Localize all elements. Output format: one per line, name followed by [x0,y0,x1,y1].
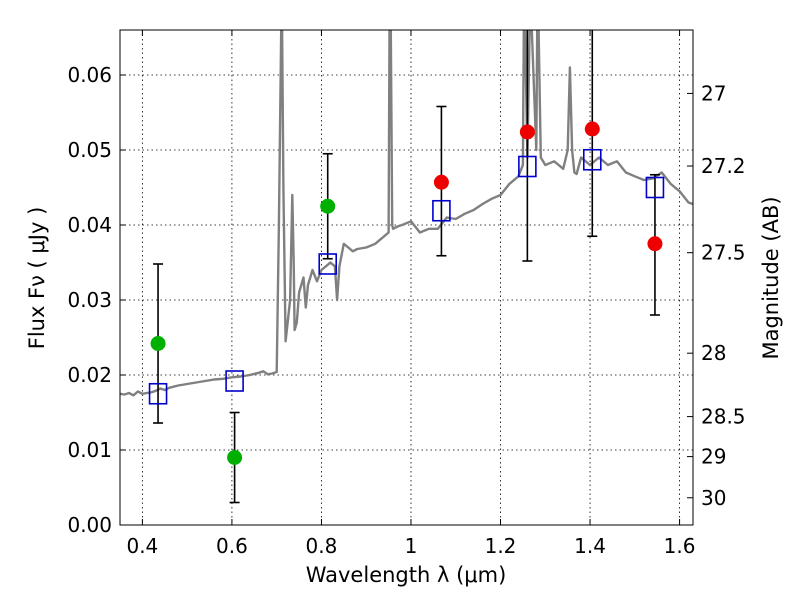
grid [120,30,693,526]
data-point [519,124,535,140]
data-point [433,174,449,190]
x-axis-label: Wavelength λ (μm) [306,563,507,587]
spectrum-line [120,30,693,397]
x-tick-label: 1.2 [485,534,517,558]
model-square [645,176,665,199]
model-square [582,148,602,171]
right-tick-label: 28 [701,341,726,365]
right-tick-label: 27.5 [701,241,746,265]
model-square [148,382,168,405]
right-tick-label: 29 [701,445,726,469]
model-square [432,199,451,222]
y-tick-label: 0.04 [67,213,112,237]
x-tick-label: 1.6 [664,534,696,558]
tick-labels: 0.4 0.6 0.8 1 1.2 1.4 1.6 0.00 0.01 0.02 0.03 0.04 0… [67,63,745,558]
y-tick-label: 0.05 [67,138,112,162]
model-square [225,370,244,392]
y-tick-label: 0.02 [67,363,112,387]
ticks [120,30,693,526]
plot-frame [119,29,694,526]
data-point [647,236,663,252]
data-point [584,121,600,137]
x-tick-label: 0.4 [126,534,158,558]
error-bars [153,30,660,504]
model-square [518,155,537,178]
y-tick-label: 0.03 [67,288,112,312]
right-axis-label: Magnitude (AB) [759,196,783,359]
model-points [148,148,665,405]
x-tick-label: 1.4 [574,534,606,558]
model-square [318,253,338,275]
data-point [150,336,166,351]
y-tick-label: 0.01 [67,438,112,462]
observed-points [150,121,663,465]
right-tick-label: 27 [701,81,726,105]
right-tick-label: 27.2 [701,154,746,178]
y-tick-label: 0.00 [67,513,112,537]
right-tick-label: 28.5 [701,405,746,429]
data-point [320,198,336,214]
data-point [227,450,243,465]
y-axis-label: Flux Fν ( μJy ) [25,207,49,350]
x-tick-label: 0.8 [306,534,338,558]
x-tick-label: 0.6 [216,534,248,558]
y-tick-label: 0.06 [67,63,112,87]
spectrum-series [120,30,693,397]
x-tick-label: 1 [405,534,418,558]
right-tick-label: 30 [701,486,726,510]
